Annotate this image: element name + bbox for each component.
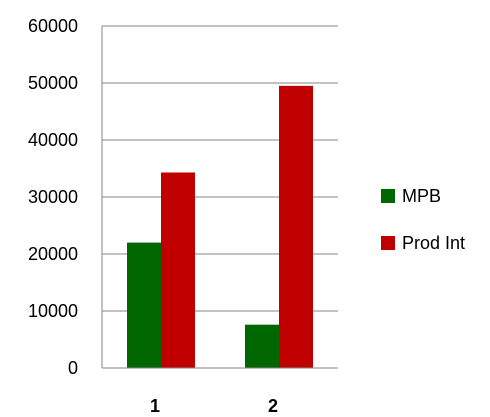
y-axis-tick-labels: 0 10000 20000 30000 40000 50000 60000 xyxy=(28,16,78,378)
y-tick-label: 50000 xyxy=(28,73,78,93)
bar-mpb-2 xyxy=(245,324,279,368)
legend-label: MPB xyxy=(402,186,441,206)
y-tick-label: 10000 xyxy=(28,301,78,321)
y-tick-label: 0 xyxy=(68,358,78,378)
y-tick-label: 60000 xyxy=(28,16,78,36)
legend-swatch xyxy=(381,189,395,203)
y-tick-label: 40000 xyxy=(28,130,78,150)
legend-swatch xyxy=(381,236,395,250)
legend: MPB Prod Int xyxy=(381,186,465,253)
bar-prod-int-1 xyxy=(161,172,195,368)
bars xyxy=(127,85,313,368)
y-tick-label: 30000 xyxy=(28,187,78,207)
bar-mpb-1 xyxy=(127,242,161,368)
bar-prod-int-2 xyxy=(279,85,313,368)
y-tick-label: 20000 xyxy=(28,244,78,264)
x-category-label: 2 xyxy=(268,396,278,416)
x-category-label: 1 xyxy=(150,396,160,416)
legend-label: Prod Int xyxy=(402,233,465,253)
